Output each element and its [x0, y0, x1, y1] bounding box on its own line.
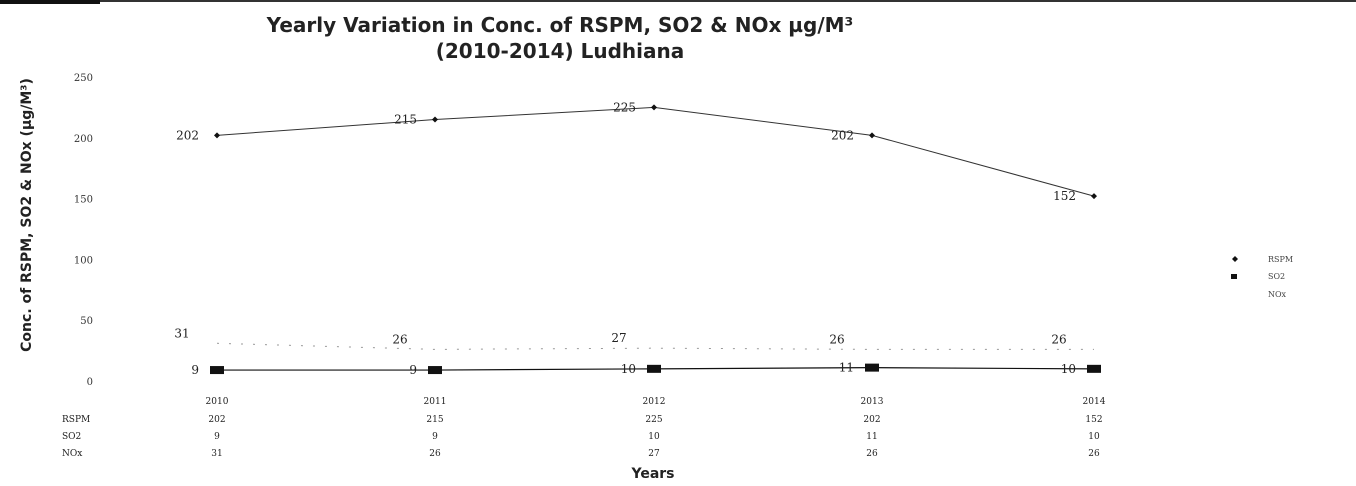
rspm-data-label: 225 — [613, 100, 636, 114]
table-cell: 10 — [648, 432, 660, 442]
so2-data-label: 11 — [839, 361, 854, 375]
so2-point — [428, 366, 442, 375]
rspm-point — [432, 116, 438, 123]
table-cell: 215 — [426, 415, 443, 425]
so2-point — [1087, 364, 1101, 373]
y-tick-label: 0 — [87, 377, 93, 388]
table-cell: 11 — [866, 432, 877, 442]
x-tick-label: 2011 — [424, 397, 447, 407]
table-row-label: RSPM — [62, 415, 90, 425]
table-cell: 27 — [648, 449, 660, 459]
nox-data-label: 26 — [1051, 332, 1066, 346]
legend: RSPM SO2 NOx — [1231, 255, 1293, 299]
series-lines — [216, 106, 1095, 371]
rspm-data-label: 152 — [1053, 189, 1076, 203]
so2-data-label: 10 — [1061, 362, 1076, 376]
nox-line — [216, 342, 1094, 350]
table-cell: 225 — [645, 415, 662, 425]
nox-data-label: 27 — [611, 331, 626, 345]
so2-data-label: 9 — [191, 363, 199, 377]
y-tick-label: 150 — [74, 195, 93, 206]
table-cell: 26 — [866, 449, 878, 459]
so2-point — [865, 363, 879, 372]
rspm-point — [651, 104, 657, 111]
table-cell: 26 — [429, 449, 441, 459]
y-tick-label: 200 — [74, 134, 93, 145]
chart-title: Yearly Variation in Conc. of RSPM, SO2 &… — [266, 13, 854, 37]
rspm-point — [1091, 193, 1097, 200]
table-cell: 9 — [214, 432, 220, 442]
rspm-line — [216, 106, 1095, 197]
legend-so2-marker — [1231, 274, 1237, 279]
data-table: 2010 2011 2012 2013 2014 RSPM 202 215 225 202 152 S… — [62, 397, 1106, 459]
table-cell: 31 — [211, 449, 222, 459]
so2-data-label: 10 — [621, 362, 636, 376]
x-tick-label: 2014 — [1083, 397, 1106, 407]
legend-label: RSPM — [1268, 255, 1293, 264]
y-tick-label: 100 — [74, 255, 93, 266]
table-row-label: SO2 — [62, 432, 81, 442]
nox-data-label: 26 — [829, 332, 844, 346]
nox-data-label: 26 — [392, 332, 407, 346]
series-points — [210, 104, 1101, 375]
legend-label: NOx — [1268, 290, 1287, 299]
legend-label: SO2 — [1268, 272, 1285, 281]
rspm-data-label: 202 — [176, 128, 199, 142]
rspm-point — [214, 132, 220, 139]
data-labels: 202 215 225 202 152 9 9 10 11 10 31 26 27 26 26 — [174, 100, 1076, 377]
top-border-accent — [0, 0, 100, 4]
x-tick-label: 2012 — [643, 397, 666, 407]
rspm-data-label: 215 — [394, 113, 417, 127]
legend-rspm-marker — [1232, 256, 1238, 262]
table-cell: 10 — [1088, 432, 1100, 442]
y-axis-label: Conc. of RSPM, SO2 & NOx (µg/M³) — [19, 78, 35, 352]
table-row-label: NOx — [62, 449, 82, 459]
x-axis-label: Years — [630, 466, 674, 482]
table-cell: 202 — [863, 415, 880, 425]
x-tick-label: 2013 — [861, 397, 884, 407]
table-cell: 202 — [208, 415, 225, 425]
y-tick-label: 250 — [74, 73, 93, 84]
rspm-data-label: 202 — [831, 128, 854, 142]
chart-subtitle: (2010-2014) Ludhiana — [436, 39, 685, 63]
y-tick-label: 50 — [80, 316, 93, 327]
x-tick-label: 2010 — [206, 397, 229, 407]
y-axis-ticks: 0 50 100 150 200 250 — [74, 73, 93, 388]
table-cell: 26 — [1088, 449, 1100, 459]
so2-point — [647, 364, 661, 373]
table-cell: 152 — [1085, 415, 1102, 425]
so2-data-label: 9 — [409, 363, 417, 377]
rspm-point — [869, 132, 875, 139]
table-cell: 9 — [432, 432, 438, 442]
nox-data-label: 31 — [174, 326, 189, 340]
so2-point — [210, 366, 224, 375]
